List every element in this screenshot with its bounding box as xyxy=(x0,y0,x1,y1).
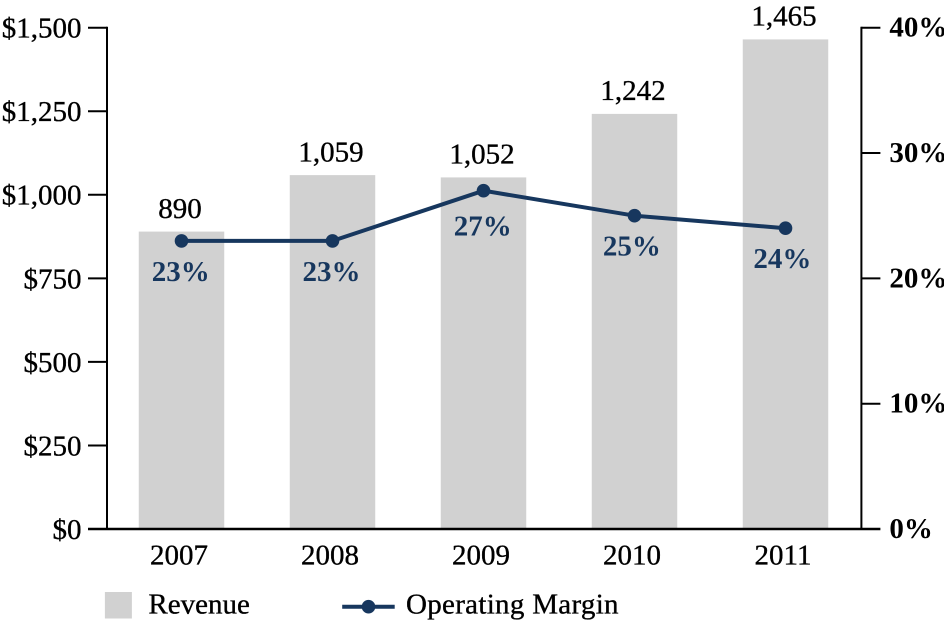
svg-text:0%: 0% xyxy=(889,513,933,545)
svg-text:23%: 23% xyxy=(303,256,361,288)
svg-text:$1,250: $1,250 xyxy=(2,96,82,128)
svg-text:Revenue: Revenue xyxy=(148,589,249,621)
svg-text:Operating Margin: Operating Margin xyxy=(406,589,619,621)
svg-text:30%: 30% xyxy=(889,137,944,169)
svg-text:$1,000: $1,000 xyxy=(2,180,82,212)
svg-text:1,242: 1,242 xyxy=(600,75,665,107)
svg-text:23%: 23% xyxy=(152,256,210,288)
svg-text:2007: 2007 xyxy=(150,539,208,571)
svg-text:40%: 40% xyxy=(889,12,944,44)
svg-text:24%: 24% xyxy=(753,243,811,275)
svg-text:25%: 25% xyxy=(603,231,661,263)
svg-text:1,465: 1,465 xyxy=(751,1,816,33)
svg-text:2011: 2011 xyxy=(755,539,812,571)
svg-text:$750: $750 xyxy=(24,263,82,295)
svg-text:$250: $250 xyxy=(24,430,82,462)
svg-text:1,059: 1,059 xyxy=(298,136,363,168)
svg-text:27%: 27% xyxy=(454,211,512,243)
svg-text:2009: 2009 xyxy=(452,539,510,571)
svg-text:2008: 2008 xyxy=(301,539,359,571)
svg-text:2010: 2010 xyxy=(603,539,661,571)
svg-text:10%: 10% xyxy=(889,388,944,420)
svg-text:$0: $0 xyxy=(53,514,82,546)
svg-text:1,052: 1,052 xyxy=(449,139,514,171)
svg-text:20%: 20% xyxy=(889,262,944,294)
svg-text:$1,500: $1,500 xyxy=(2,13,82,45)
svg-text:890: 890 xyxy=(158,193,202,225)
svg-text:$500: $500 xyxy=(24,347,82,379)
